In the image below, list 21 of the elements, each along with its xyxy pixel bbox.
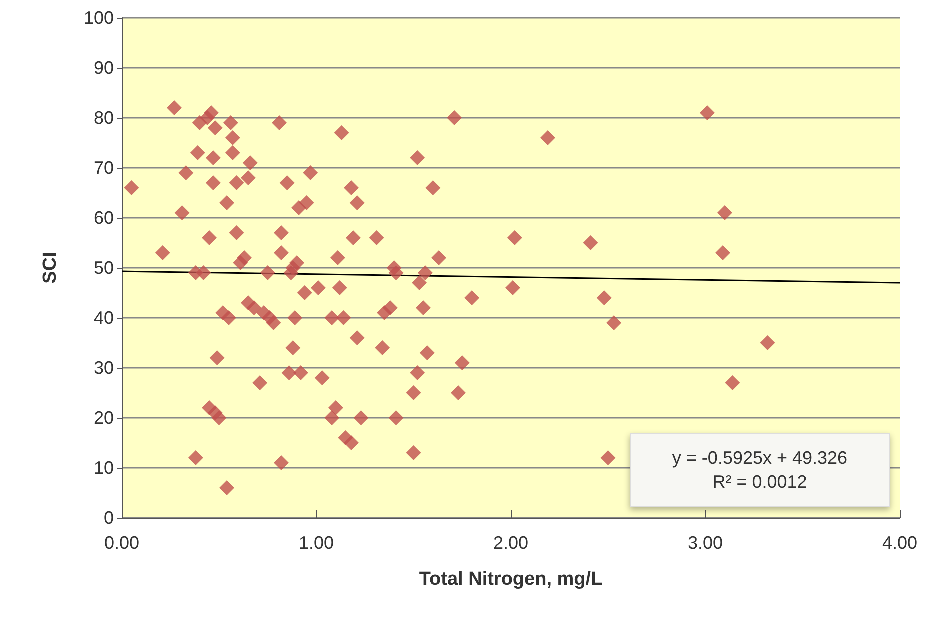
x-tick-label: 1.00 <box>298 533 334 553</box>
y-tick-label: 60 <box>94 208 114 228</box>
y-tick-label: 10 <box>94 458 114 478</box>
x-tick-label: 3.00 <box>688 533 724 553</box>
y-tick-label: 30 <box>94 358 114 378</box>
y-tick-label: 80 <box>94 108 114 128</box>
y-tick-label: 100 <box>84 8 114 28</box>
annotation: y = -0.5925x + 49.326 <box>671 447 849 470</box>
x-axis-title: Total Nitrogen, mg/L <box>419 569 604 590</box>
x-tick-label: 2.00 <box>493 533 529 553</box>
y-tick-label: 20 <box>94 408 114 428</box>
y-tick-label: 50 <box>94 258 114 278</box>
x-tick-label: 4.00 <box>882 533 918 553</box>
annotation: R² = 0.0012 <box>712 471 808 494</box>
equation-note: y = -0.5925x + 49.326 R² = 0.0012 <box>630 433 890 507</box>
y-tick-label: 70 <box>94 158 114 178</box>
x-tick-label: 0.00 <box>104 533 140 553</box>
y-tick-label: 90 <box>94 58 114 78</box>
y-tick-label: 0 <box>104 508 114 528</box>
y-axis-title: SCI <box>40 252 61 284</box>
y-tick-label: 40 <box>94 308 114 328</box>
